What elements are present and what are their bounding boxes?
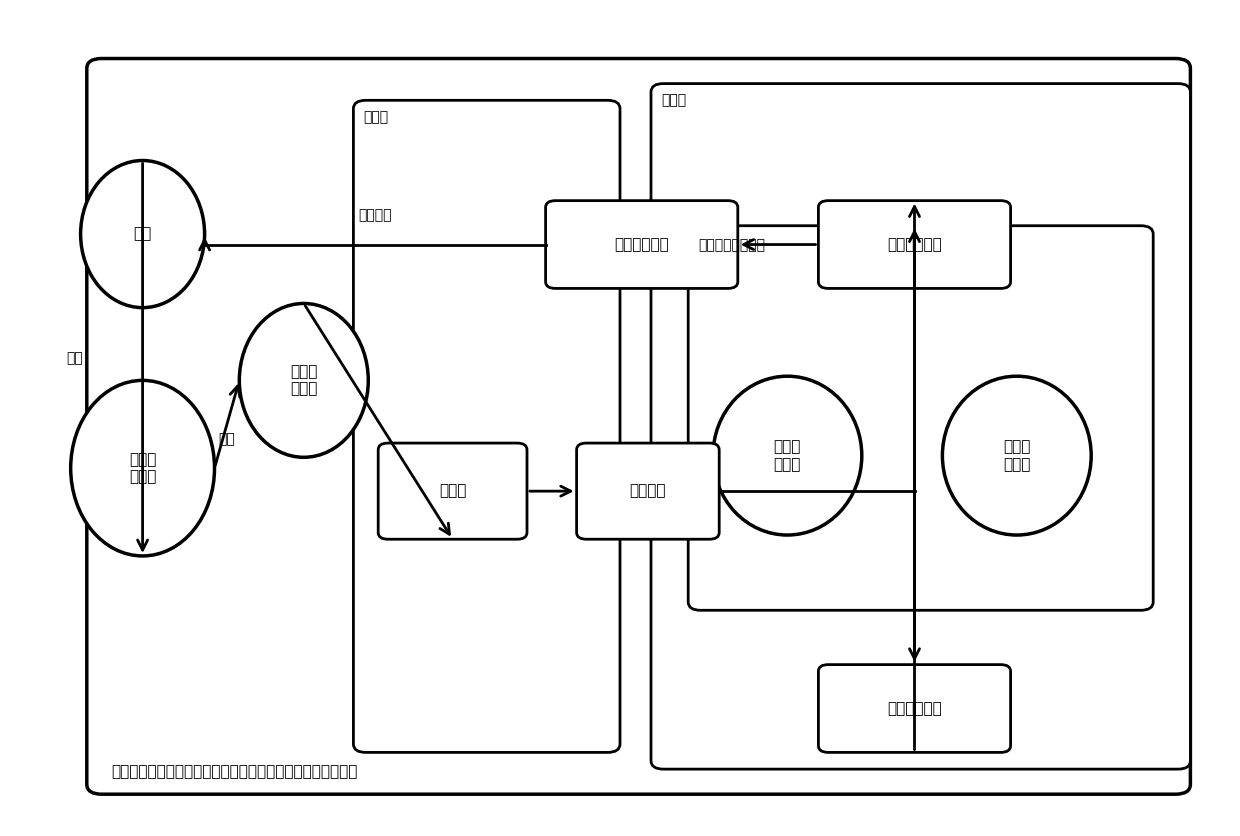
FancyBboxPatch shape (651, 84, 1190, 769)
Text: 图像合
格判别: 图像合 格判别 (774, 440, 801, 472)
Text: 肠镜报告模块: 肠镜报告模块 (887, 237, 942, 252)
Text: 卷积神经网络模块: 卷积神经网络模块 (698, 238, 765, 252)
Ellipse shape (942, 376, 1091, 535)
Text: 客户端: 客户端 (363, 110, 388, 125)
Text: 服务端: 服务端 (661, 94, 686, 108)
Text: 视频接收模块: 视频接收模块 (887, 701, 942, 716)
FancyBboxPatch shape (818, 201, 1011, 288)
Text: 数据库: 数据库 (439, 484, 466, 498)
Ellipse shape (713, 376, 862, 535)
Ellipse shape (239, 303, 368, 457)
Text: 操作: 操作 (66, 351, 83, 365)
Text: 自动采
集图片: 自动采 集图片 (290, 364, 317, 396)
Ellipse shape (71, 380, 215, 556)
Text: 通信模块: 通信模块 (630, 484, 666, 498)
FancyBboxPatch shape (688, 226, 1153, 610)
FancyBboxPatch shape (353, 100, 620, 752)
FancyBboxPatch shape (577, 443, 719, 539)
Text: 辅助提示: 辅助提示 (358, 208, 392, 222)
FancyBboxPatch shape (378, 443, 527, 539)
Text: 用户: 用户 (134, 227, 151, 242)
Ellipse shape (81, 161, 205, 308)
FancyBboxPatch shape (546, 201, 738, 288)
Text: 激活: 激活 (218, 432, 236, 446)
Text: 图像展示模块: 图像展示模块 (614, 237, 670, 252)
Text: 肠镜操
作系统: 肠镜操 作系统 (129, 452, 156, 484)
Text: 基于深度学习的肠镜图像自动采集并辅助诊断克罗恩病的系统: 基于深度学习的肠镜图像自动采集并辅助诊断克罗恩病的系统 (112, 764, 358, 779)
FancyBboxPatch shape (818, 665, 1011, 752)
Text: 克罗恩
病判别: 克罗恩 病判别 (1003, 440, 1030, 472)
FancyBboxPatch shape (87, 59, 1190, 794)
